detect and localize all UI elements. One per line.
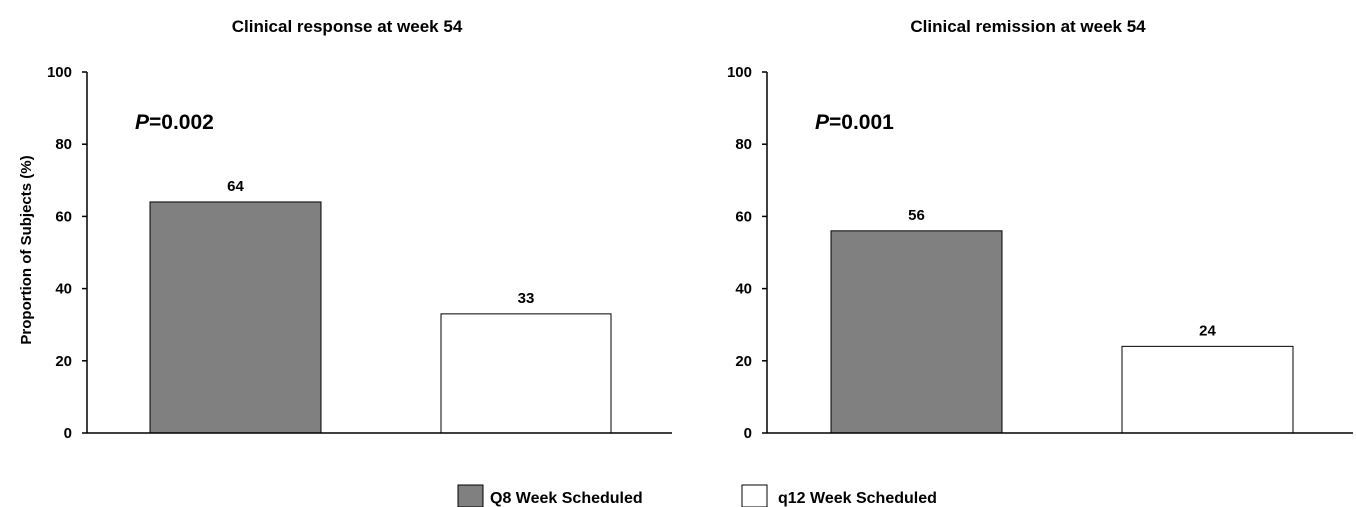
- data-label: 33: [518, 290, 535, 307]
- y-tick-label: 0: [744, 425, 752, 442]
- legend-swatch-q8: [457, 484, 484, 507]
- y-tick-label: 80: [735, 136, 752, 153]
- legend: Q8 Week Scheduled q12 Week Scheduled: [457, 484, 937, 507]
- p-value-annotation: P=0.002: [135, 111, 214, 134]
- legend-label-q8: Q8 Week Scheduled: [490, 490, 643, 507]
- y-tick-label: 80: [55, 136, 72, 153]
- bar-q8: [149, 201, 322, 434]
- y-tick-label: 60: [55, 208, 72, 225]
- p-value: =0.001: [829, 111, 894, 134]
- legend-label-q12: q12 Week Scheduled: [778, 490, 937, 507]
- data-label: 24: [1199, 322, 1216, 339]
- data-label: 56: [908, 207, 925, 224]
- y-tick-label: 0: [64, 425, 72, 442]
- legend-item-q12: q12 Week Scheduled: [741, 484, 937, 507]
- data-label: 64: [227, 178, 244, 195]
- p-symbol: P: [135, 111, 150, 134]
- bar-q8: [830, 230, 1003, 434]
- axes: 0 20 40 60 80 100: [47, 64, 672, 442]
- legend-item-q8: Q8 Week Scheduled: [457, 484, 643, 507]
- y-tick-label: 20: [735, 353, 752, 370]
- bar-q12: [440, 313, 612, 434]
- y-tick-label: 40: [735, 281, 752, 298]
- y-tick-label: 100: [47, 64, 72, 81]
- y-tick-label: 60: [735, 208, 752, 225]
- chart-title: Clinical remission at week 54: [910, 17, 1146, 36]
- y-tick-label: 40: [55, 281, 72, 298]
- p-value: =0.002: [149, 111, 214, 134]
- y-axis-label: Proportion of Subjects (%): [18, 155, 35, 344]
- axes: 0 20 40 60 80 100: [727, 64, 1353, 442]
- chart-panel-clinical-response: Clinical response at week 54 Proportion …: [18, 17, 672, 442]
- bar-q12: [1121, 345, 1294, 434]
- chart-panel-clinical-remission: Clinical remission at week 54 P=0.001 56…: [727, 17, 1353, 442]
- bar-marks: 56 24: [830, 207, 1294, 434]
- legend-swatch-q12: [741, 484, 768, 507]
- chart-title: Clinical response at week 54: [232, 17, 463, 36]
- y-tick-label: 20: [55, 353, 72, 370]
- p-value-annotation: P=0.001: [815, 111, 894, 134]
- y-tick-label: 100: [727, 64, 752, 81]
- p-symbol: P: [815, 111, 830, 134]
- bar-marks: 64 33: [149, 178, 612, 434]
